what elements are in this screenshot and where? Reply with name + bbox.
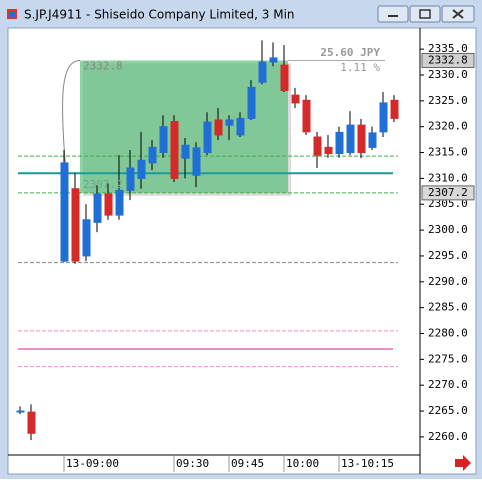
y-tick-label: 2265.0 <box>428 404 468 417</box>
measure-percent: 1.11 % <box>340 61 380 74</box>
candle-body <box>148 146 157 164</box>
measure-change: 25.60 JPY <box>320 46 380 59</box>
candle-body <box>93 193 102 223</box>
candle-body <box>368 132 377 148</box>
plot: 2260.0 2265.0 2270.0 2275.0 2280.0 2285.0 2290… <box>16 40 475 472</box>
y-tick-label: 2270.0 <box>428 378 468 391</box>
x-tick-label: 09:45 <box>231 457 264 470</box>
y-tick-label: 2280.0 <box>428 326 468 339</box>
price-marker-box <box>421 185 475 201</box>
y-tick-label: 2315.0 <box>428 146 468 159</box>
y-tick-label: 2305.0 <box>428 197 468 210</box>
maximize-button[interactable] <box>409 5 441 23</box>
candle-body <box>137 159 146 179</box>
candle-body <box>104 193 113 216</box>
close-icon <box>452 9 464 19</box>
candle-body <box>27 411 36 434</box>
minimize-button[interactable] <box>377 5 409 23</box>
candle-body <box>291 94 300 104</box>
candle-body <box>214 119 223 136</box>
candle-body <box>82 219 91 257</box>
candle-body <box>302 99 311 133</box>
candle-body <box>16 410 25 413</box>
y-tick-label: 2320.0 <box>428 120 468 133</box>
y-tick-label: 2335.0 <box>428 42 468 55</box>
candle-body <box>115 189 124 216</box>
window-buttons[interactable] <box>377 5 475 23</box>
candle-body <box>324 146 333 155</box>
y-tick-label: 2310.0 <box>428 171 468 184</box>
candle-body <box>236 117 245 136</box>
candle-body <box>60 162 69 262</box>
candle-body <box>225 119 234 126</box>
x-tick-label: 10:00 <box>286 457 319 470</box>
maximize-icon <box>419 9 431 19</box>
price-marker-label: 2307.2 <box>428 186 468 199</box>
scroll-arrow[interactable] <box>455 455 471 471</box>
x-tick-label: 13-10:15 <box>341 457 394 470</box>
price-marker-label: 2332.8 <box>428 54 468 67</box>
candle-body <box>335 131 344 155</box>
measure-box <box>80 60 288 193</box>
candle-body <box>247 86 256 119</box>
y-tick-label: 2325.0 <box>428 94 468 107</box>
candle-body <box>280 64 289 91</box>
y-tick-label: 2285.0 <box>428 301 468 314</box>
candle-body <box>170 121 179 179</box>
candle-body <box>203 121 212 154</box>
candle-body <box>258 61 267 83</box>
candle-body <box>379 102 388 133</box>
y-tick-label: 2275.0 <box>428 352 468 365</box>
x-tick-label: 09:30 <box>176 457 209 470</box>
y-tick-label: 2300.0 <box>428 223 468 236</box>
candle-body <box>71 188 80 262</box>
x-tick-label: 13-09:00 <box>66 457 119 470</box>
y-tick-label: 2330.0 <box>428 68 468 81</box>
candle-body <box>192 147 201 176</box>
y-tick-label: 2260.0 <box>428 430 468 443</box>
y-tick-label: 2295.0 <box>428 249 468 262</box>
measure-high-label: 2332.8 <box>83 60 123 73</box>
y-tick-label: 2290.0 <box>428 275 468 288</box>
measure-low-label: 2307.2 <box>83 178 123 191</box>
candle-body <box>126 167 135 191</box>
candle-body <box>159 126 168 154</box>
candle-body <box>181 144 190 159</box>
candle-body <box>313 136 322 156</box>
price-marker-box <box>421 53 475 69</box>
candle-body <box>357 124 366 154</box>
window-title: S.JP.J4911 - Shiseido Company Limited, 3… <box>24 8 295 22</box>
candle-body <box>390 99 399 119</box>
candle-body <box>269 57 278 63</box>
candle-body <box>346 124 355 154</box>
app-icon-inner <box>10 12 15 17</box>
